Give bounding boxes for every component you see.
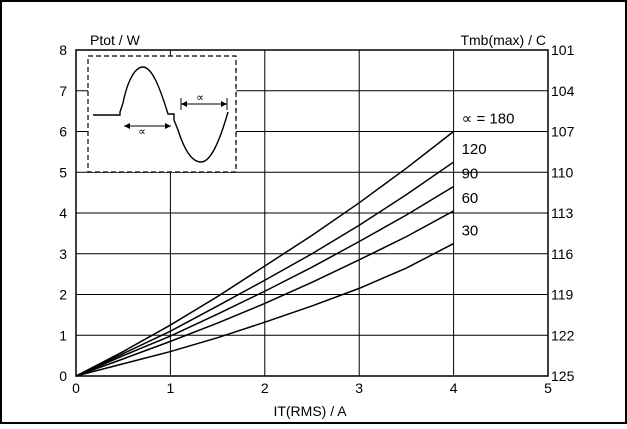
right-tick-label: 110 — [551, 164, 574, 180]
series-label: 60 — [462, 190, 479, 207]
right-tick-label: 119 — [551, 287, 574, 303]
inset-arrowhead — [124, 123, 130, 129]
inset-arrowhead — [165, 123, 171, 129]
y-tick-label: 1 — [59, 327, 67, 343]
inset-border — [87, 55, 237, 173]
x-tick-label: 0 — [72, 380, 80, 396]
right-tick-label: 125 — [551, 368, 575, 384]
x-axis-label: IT(RMS) / A — [273, 403, 347, 419]
series-label: ∝ = 180 — [462, 111, 515, 128]
x-tick-label: 5 — [544, 380, 552, 396]
series-line — [75, 242, 454, 377]
y-tick-label: 7 — [59, 83, 67, 99]
y-tick-label: 5 — [59, 164, 67, 180]
x-tick-label: 3 — [355, 380, 363, 396]
y-tick-label: 6 — [59, 124, 67, 140]
series-line — [75, 161, 455, 377]
right-tick-label: 122 — [551, 327, 575, 343]
right-tick-label: 101 — [551, 42, 575, 58]
x-tick-label: 1 — [167, 380, 175, 396]
axes: 0 1 2 3 4 5 0 1 2 3 4 5 6 7 8 125 122 119 116 113 110 107 104 1… — [59, 42, 574, 396]
series-line — [75, 130, 455, 377]
inset-alpha-label: ∝ — [138, 126, 146, 138]
right-tick-label: 107 — [551, 124, 575, 140]
x-tick-label: 2 — [261, 380, 269, 396]
inset-waveform — [93, 66, 229, 163]
y-tick-label: 8 — [59, 42, 67, 58]
series-label: 120 — [462, 141, 487, 158]
plot-frame — [75, 49, 549, 377]
right-tick-label: 113 — [551, 205, 574, 221]
y-axis-label-left: Ptot / W — [90, 32, 141, 48]
waveform-inset: ∝ ∝ — [87, 55, 237, 173]
series-label: 30 — [462, 223, 479, 240]
inset-arrowhead — [181, 101, 187, 107]
series-line — [75, 185, 454, 377]
y-tick-label: 3 — [59, 246, 67, 262]
inset-alpha-label: ∝ — [196, 92, 204, 104]
series-label: 90 — [462, 166, 479, 183]
inset-arrowhead — [221, 101, 227, 107]
x-tick-label: 4 — [450, 380, 458, 396]
right-tick-label: 104 — [551, 83, 575, 99]
curves: ∝ = 180 120 90 60 30 — [75, 111, 515, 377]
right-tick-label: 116 — [551, 246, 574, 262]
y-tick-label: 0 — [59, 368, 67, 384]
series-line — [75, 210, 454, 377]
y-axis-label-right: Tmb(max) / C — [460, 32, 546, 48]
y-tick-label: 2 — [59, 287, 67, 303]
y-tick-label: 4 — [59, 205, 67, 221]
